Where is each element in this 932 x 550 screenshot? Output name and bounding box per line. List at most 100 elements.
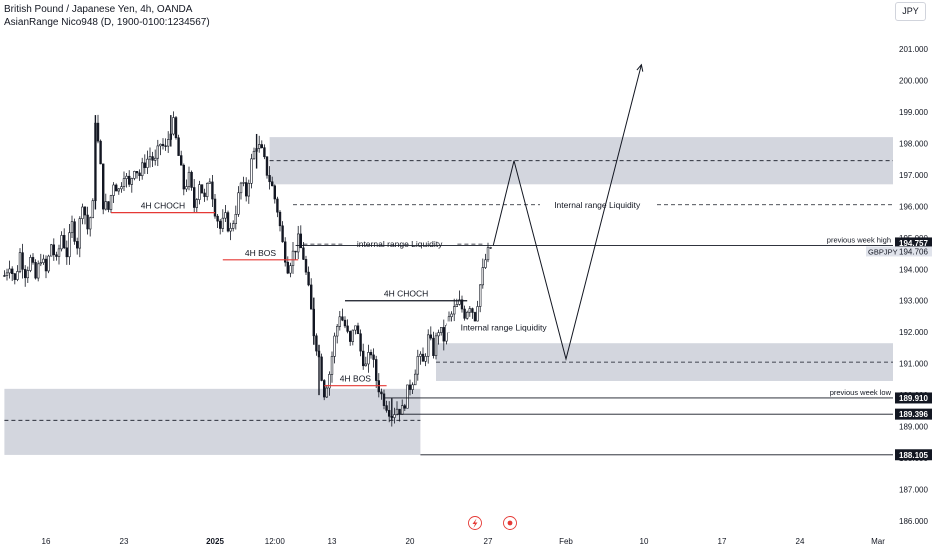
candle-body	[400, 405, 404, 415]
symbol-tag: GBPJPY	[868, 247, 898, 256]
indicator-label[interactable]: AsianRange Nico948 (D, 1900-0100:1234567…	[4, 17, 210, 28]
candle-body	[177, 137, 180, 156]
candle-body	[416, 356, 419, 375]
candle-body	[151, 156, 154, 161]
symbol-price-tag	[866, 246, 932, 257]
candle-body	[463, 308, 466, 319]
time-tick: 27	[484, 537, 493, 546]
candles-layer	[3, 111, 492, 427]
zones-layer	[4, 137, 894, 455]
candle-body	[208, 181, 211, 184]
candle-body	[450, 313, 453, 318]
candle-body	[322, 380, 326, 398]
candle-body	[320, 356, 323, 381]
candle-body	[65, 247, 69, 258]
candle-body	[86, 214, 89, 230]
candle-body	[424, 356, 427, 362]
candle-body	[216, 215, 219, 222]
candle-body	[146, 158, 149, 168]
candle-body	[432, 337, 435, 356]
candle-body	[135, 171, 139, 174]
projection-path	[492, 64, 642, 361]
record-icon[interactable]	[503, 516, 517, 530]
time-tick: 23	[120, 537, 129, 546]
price-tick: 200.000	[899, 76, 928, 85]
candle-body	[429, 334, 432, 339]
candle-body	[455, 304, 458, 307]
candle-body	[486, 247, 490, 261]
candle-body	[374, 359, 378, 381]
candle-body	[13, 273, 16, 280]
candle-body	[224, 212, 227, 219]
price-tag-label-4: 188.105	[899, 451, 928, 460]
lightning-icon[interactable]	[468, 516, 482, 530]
candle-body	[442, 327, 445, 342]
candle-body	[133, 171, 136, 179]
candle-body	[452, 306, 456, 315]
liquidity-label-0: Internal range Liquidity	[554, 200, 641, 210]
candle-body	[89, 217, 92, 230]
price-tick: 194.000	[899, 265, 928, 274]
candle-body	[203, 192, 206, 197]
candle-body	[242, 182, 245, 184]
candle-body	[250, 158, 253, 184]
candle-body	[309, 284, 313, 310]
candle-body	[465, 311, 469, 319]
candle-body	[372, 354, 375, 360]
candle-body	[138, 172, 141, 177]
candle-body	[23, 269, 27, 279]
candle-body	[335, 326, 339, 337]
candle-body	[406, 384, 409, 409]
candle-body	[68, 232, 71, 258]
candle-body	[270, 181, 274, 187]
candle-body	[278, 211, 282, 227]
candle-body	[112, 184, 115, 196]
annotation-lines-layer: 4H CHOCH 4H BOS 4H CHOCH 4H BOS Internal ran…	[111, 63, 893, 456]
candle-body	[193, 187, 196, 208]
candle-body	[190, 171, 193, 188]
price-tag-4	[895, 449, 932, 461]
candle-body	[333, 335, 336, 357]
candle-body	[481, 267, 484, 286]
candle-body	[232, 223, 235, 229]
candle-body	[473, 312, 477, 322]
candle-body	[385, 405, 388, 411]
candle-body	[26, 270, 29, 279]
candle-body	[120, 186, 123, 190]
candle-body	[307, 271, 310, 286]
price-tick: 187.000	[899, 486, 928, 495]
candle-body	[304, 259, 308, 273]
level-label-1: previous week low	[830, 388, 892, 397]
price-tick: 193.000	[899, 297, 928, 306]
candle-body	[338, 316, 341, 327]
candle-body	[299, 233, 302, 249]
candle-body	[52, 244, 56, 256]
candle-body	[130, 178, 133, 185]
candle-body	[234, 214, 237, 224]
candle-body	[387, 410, 391, 417]
record-icon-dot	[507, 520, 513, 526]
candle-body	[154, 157, 157, 161]
candle-body	[195, 199, 198, 208]
candle-body	[437, 332, 440, 337]
asian-range-zone	[4, 388, 421, 455]
candle-body	[361, 350, 365, 367]
price-tick: 201.000	[899, 45, 928, 54]
candle-body	[302, 247, 305, 260]
liquidity-label-bg	[446, 321, 561, 333]
candle-body	[263, 147, 266, 158]
current-price-label: 194.706	[899, 247, 928, 256]
candle-body	[8, 268, 11, 274]
candle-body	[16, 271, 19, 280]
candle-body	[161, 143, 165, 147]
candle-body	[44, 258, 48, 272]
candle-body	[5, 272, 9, 276]
candle-body	[187, 171, 191, 187]
candle-body	[122, 178, 126, 187]
candle-body	[141, 162, 144, 177]
currency-button[interactable]: JPY	[895, 2, 926, 21]
candle-body	[148, 156, 152, 160]
candle-body	[286, 261, 289, 274]
time-tick: Mar	[871, 537, 885, 546]
